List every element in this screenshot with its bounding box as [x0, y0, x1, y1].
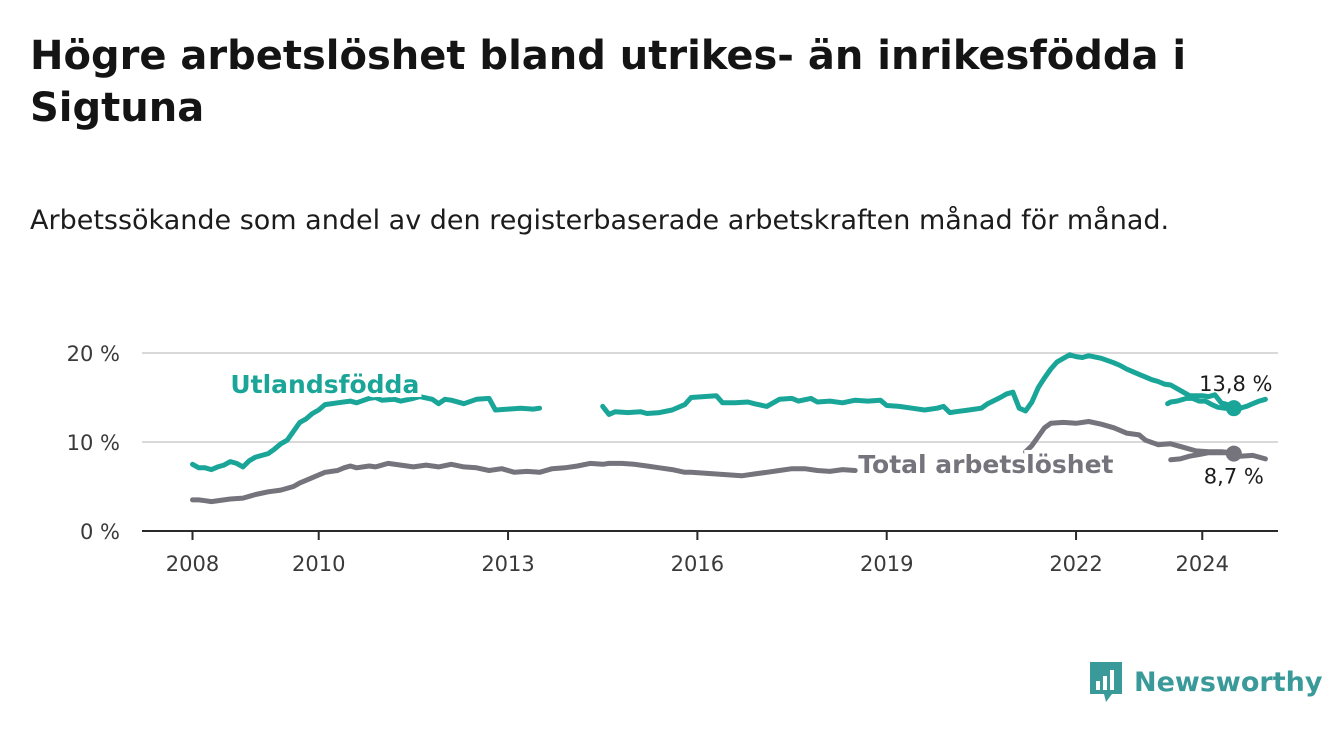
chart-subtitle: Arbetssökande som andel av den registerb… [30, 205, 1170, 236]
x-tick-label: 2022 [1049, 552, 1102, 576]
y-axis-ticks: 0 % 10 % 20 % [67, 342, 120, 544]
x-axis-ticks: 2008 2010 2013 2016 2019 2022 2024 [166, 531, 1229, 576]
y-tick-label: 10 % [67, 431, 120, 455]
y-tick-label: 20 % [67, 342, 120, 366]
chart-title: Högre arbetslöshet bland utrikes- än inr… [30, 33, 1187, 131]
newsworthy-brand[interactable]: Newsworthy [1088, 660, 1322, 704]
series-line-utlandsfodda [190, 394, 543, 473]
x-tick-label: 2024 [1176, 552, 1229, 576]
series-label-utlandsfodda: Utlandsfödda [230, 370, 419, 399]
x-tick-label: 2016 [671, 552, 724, 576]
y-tick-label: 0 % [80, 520, 120, 544]
series-line-total [1168, 450, 1237, 463]
series-line-utlandsfodda [600, 352, 1268, 417]
end-point-total [1225, 445, 1242, 462]
brand-name: Newsworthy [1134, 666, 1323, 698]
series-line-total [190, 460, 858, 505]
series-line-utlandsfodda [1165, 395, 1237, 411]
end-value-utlandsfodda: 13,8 % [1199, 372, 1272, 396]
end-value-total: 8,7 % [1204, 465, 1264, 489]
x-tick-label: 2010 [292, 552, 345, 576]
x-tick-label: 2013 [481, 552, 534, 576]
series-label-total: Total arbetslöshet [858, 450, 1113, 479]
newsworthy-logo-icon [1090, 662, 1122, 702]
x-tick-label: 2019 [860, 552, 913, 576]
grid-lines [142, 352, 1278, 443]
x-tick-label: 2008 [166, 552, 219, 576]
end-point-utlandsfodda [1225, 400, 1242, 417]
series-lines [190, 352, 1268, 505]
